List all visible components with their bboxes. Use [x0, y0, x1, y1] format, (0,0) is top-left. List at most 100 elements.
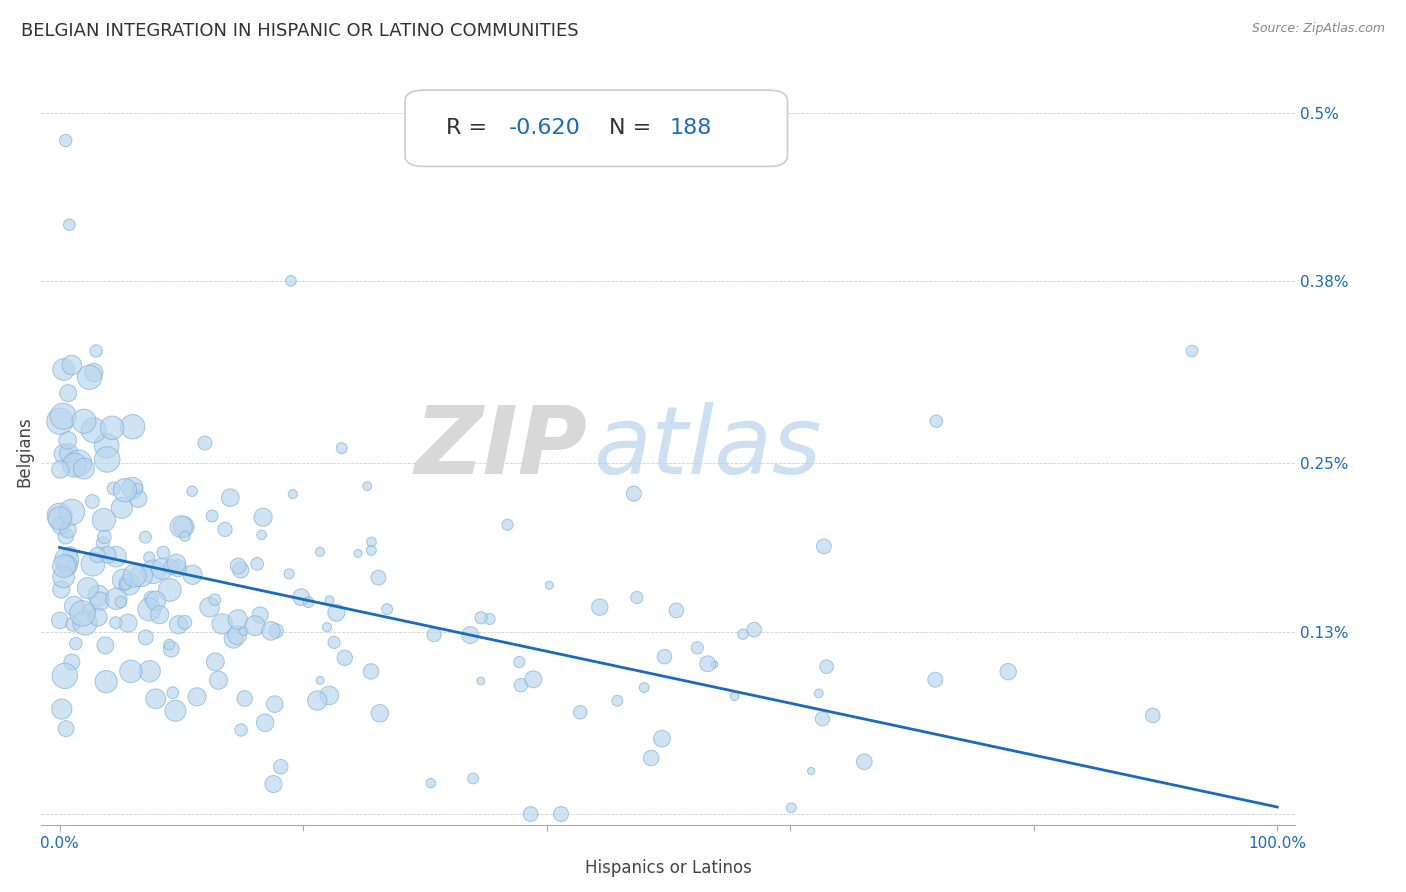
Point [626, 591, 648, 605]
Point [742, 623, 765, 637]
Point [145, 594, 167, 608]
Point [103, 482, 125, 496]
Point [229, 723, 252, 737]
Point [53, 669, 76, 683]
Point [114, 483, 136, 498]
Point [219, 491, 242, 505]
Point [73, 461, 96, 475]
Point [360, 543, 382, 558]
Point [134, 530, 156, 544]
Point [330, 441, 353, 455]
Point [260, 624, 283, 638]
Point [112, 573, 135, 587]
Point [181, 567, 204, 582]
Point [226, 628, 249, 642]
Point [83, 423, 105, 437]
Point [181, 484, 204, 499]
Point [461, 772, 484, 786]
Point [360, 534, 382, 549]
Point [60, 655, 83, 669]
Point [174, 529, 197, 543]
Point [96, 548, 118, 562]
Point [60, 358, 83, 372]
Point [813, 539, 835, 553]
Point [606, 694, 628, 708]
Point [207, 673, 229, 688]
Point [280, 274, 302, 288]
X-axis label: Hispanics or Latinos: Hispanics or Latinos [585, 859, 752, 877]
Point [226, 559, 249, 574]
Point [165, 704, 187, 718]
Point [67, 456, 90, 470]
Point [62, 617, 84, 632]
Point [58, 218, 80, 232]
Point [470, 673, 492, 688]
Point [1181, 344, 1204, 359]
Point [52, 409, 75, 424]
Point [149, 607, 172, 622]
Point [173, 615, 195, 630]
Point [118, 577, 141, 591]
Point [72, 607, 94, 621]
Point [323, 635, 346, 649]
Point [73, 615, 96, 630]
Point [55, 553, 77, 567]
Point [105, 591, 128, 606]
Text: BELGIAN INTEGRATION IN HISPANIC OR LATINO COMMUNITIES: BELGIAN INTEGRATION IN HISPANIC OR LATIN… [21, 22, 579, 40]
Text: ZIP: ZIP [413, 401, 586, 493]
Point [460, 628, 482, 642]
Point [49, 414, 72, 428]
Point [139, 591, 162, 606]
Text: 188: 188 [669, 119, 711, 138]
Point [96, 452, 118, 467]
Point [167, 561, 190, 575]
Point [640, 751, 662, 765]
Point [654, 649, 676, 664]
Point [264, 624, 287, 638]
Point [82, 557, 104, 571]
Point [111, 500, 134, 515]
Point [368, 706, 391, 721]
Point [52, 447, 75, 461]
Point [159, 582, 181, 597]
Point [167, 617, 190, 632]
Point [162, 686, 184, 700]
Point [419, 776, 441, 790]
Point [93, 513, 115, 527]
Point [96, 674, 118, 689]
Point [60, 505, 83, 519]
Point [367, 571, 389, 585]
Point [811, 712, 834, 726]
Point [138, 550, 160, 565]
Point [703, 657, 725, 672]
Point [800, 764, 823, 778]
Point [55, 529, 77, 543]
Point [924, 673, 946, 687]
Point [170, 519, 193, 533]
Point [87, 589, 110, 603]
Point [665, 603, 688, 617]
Text: -0.620: -0.620 [509, 119, 581, 138]
Point [263, 697, 285, 711]
Point [252, 510, 274, 524]
Point [508, 655, 530, 669]
Point [127, 491, 149, 506]
Point [250, 528, 273, 542]
Point [360, 665, 382, 679]
Point [157, 638, 180, 652]
Point [243, 618, 266, 632]
Point [160, 560, 183, 574]
Point [73, 414, 96, 428]
Point [49, 614, 72, 628]
Point [87, 610, 110, 624]
Point [204, 592, 226, 607]
Point [138, 602, 160, 616]
Point [82, 494, 104, 508]
Point [79, 370, 101, 384]
Point [569, 706, 592, 720]
Point [173, 520, 195, 534]
Point [91, 536, 114, 550]
Point [56, 386, 79, 401]
Point [232, 624, 254, 639]
Point [55, 134, 77, 148]
